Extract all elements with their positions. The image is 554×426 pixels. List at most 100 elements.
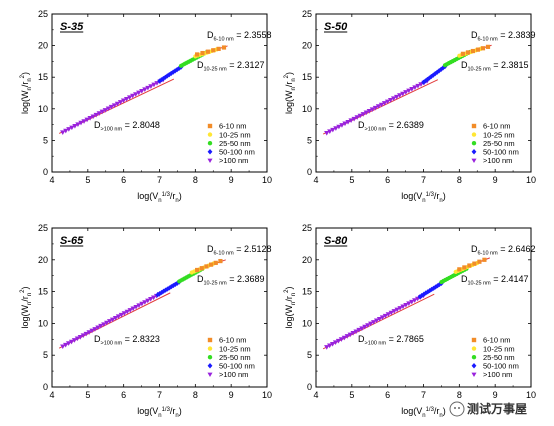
legend-marker <box>471 132 477 137</box>
annotation-subscript: >100 nm <box>365 341 387 347</box>
data-point <box>351 116 357 122</box>
data-point <box>470 48 476 54</box>
panel-label: S-65 <box>60 235 84 247</box>
data-point <box>378 102 385 108</box>
legend-label: 50-100 nm <box>483 148 519 157</box>
x-axis-label: log(Vn1/3/rn) <box>401 191 446 204</box>
data-point <box>209 262 214 267</box>
y-axis-label: log(Wn/rn2) <box>284 72 297 114</box>
fractal-dimension-label: D10-25 nm = 2.3127 <box>197 60 265 73</box>
legend-label: 6-10 nm <box>483 122 511 131</box>
y-axis-label-part: log(W <box>20 305 30 329</box>
x-axis-label-part: 1/3 <box>162 407 171 413</box>
data-point <box>409 87 415 92</box>
data-point <box>80 333 86 338</box>
data-point <box>99 109 105 115</box>
legend-marker <box>207 141 213 146</box>
annotation-value: = 2.4147 <box>491 274 529 284</box>
x-axis-label-part: 1/3 <box>426 192 435 198</box>
data-point <box>421 291 427 297</box>
x-tick-label: 9 <box>229 390 234 400</box>
data-point <box>66 127 72 132</box>
x-tick-label: 5 <box>85 175 90 185</box>
data-point <box>335 338 342 344</box>
legend-label: 50-100 nm <box>219 148 255 157</box>
data-point <box>347 332 353 338</box>
data-point <box>211 48 216 53</box>
data-point <box>130 306 136 312</box>
y-axis-label-part: n <box>291 302 297 305</box>
y-axis-label-part: /r <box>20 296 30 302</box>
x-tick-label: 7 <box>421 390 426 400</box>
data-point <box>63 342 69 348</box>
legend-label: 10-25 nm <box>219 130 251 139</box>
annotation-value: = 2.3689 <box>227 274 265 284</box>
annotation-subscript: 10-25 nm <box>468 67 492 73</box>
chart-panel: 4 5 6 7 8 9 100510152025log(Vn1/3/rn)log(Wn/rn… <box>20 223 272 419</box>
data-point <box>375 104 382 109</box>
x-axis-label-part: n <box>158 198 161 204</box>
y-axis-label-part: log(W <box>284 90 294 114</box>
data-point <box>460 51 466 56</box>
data-point <box>148 297 154 302</box>
y-axis-label-group: log(Wn/rn2) <box>20 72 33 114</box>
legend-label: >100 nm <box>483 370 512 379</box>
data-point <box>87 116 93 121</box>
legend-marker <box>207 363 213 369</box>
y-tick-label: 25 <box>38 223 48 233</box>
data-point <box>92 327 98 332</box>
data-point <box>390 96 397 102</box>
fractal-dimension-label: D6-10 nm = 2.5128 <box>207 244 271 257</box>
data-point <box>127 308 133 313</box>
data-point <box>485 44 491 49</box>
legend-marker <box>207 337 213 343</box>
data-point <box>365 323 371 328</box>
annotation-value: = 2.3127 <box>227 60 265 70</box>
data-point <box>324 130 330 136</box>
data-point <box>440 65 446 71</box>
data-point <box>75 122 81 127</box>
annotation-symbol: D <box>207 244 214 254</box>
data-point <box>120 98 127 104</box>
annotation-symbol: D <box>358 120 365 130</box>
x-tick-label: 10 <box>526 175 536 185</box>
data-point <box>124 309 130 315</box>
x-tick-label: 4 <box>313 390 318 400</box>
annotation-symbol: D <box>197 60 204 70</box>
y-axis-label-part: n <box>27 87 33 90</box>
annotation-symbol: D <box>461 60 468 70</box>
y-tick-label: 10 <box>302 318 312 328</box>
y-tick-label: 20 <box>302 41 312 51</box>
x-axis-label-part: /r <box>170 406 176 416</box>
data-point <box>139 301 145 307</box>
data-point <box>339 123 345 128</box>
data-point <box>333 126 339 131</box>
data-point <box>218 258 223 264</box>
wechat-icon <box>449 401 465 417</box>
data-point <box>117 100 124 105</box>
legend-label: 10-25 nm <box>219 344 251 353</box>
panel-label: S-80 <box>324 235 348 247</box>
annotation-symbol: D <box>207 30 214 40</box>
data-point <box>104 320 110 326</box>
y-axis-label-part: ) <box>20 286 30 289</box>
y-tick-label: 15 <box>302 287 312 297</box>
x-axis-label-part: /r <box>434 406 440 416</box>
data-point <box>360 112 366 117</box>
data-point <box>216 46 221 51</box>
data-point <box>388 310 394 316</box>
annotation-symbol: D <box>461 274 468 284</box>
data-point <box>89 328 95 334</box>
data-point <box>151 82 157 88</box>
data-point <box>382 313 389 319</box>
data-point <box>60 130 66 135</box>
data-point <box>406 88 412 94</box>
data-point <box>480 46 486 51</box>
y-tick-label: 0 <box>307 382 312 392</box>
legend-label: 6-10 nm <box>219 122 247 131</box>
y-tick-label: 15 <box>38 72 48 82</box>
data-point <box>77 334 83 340</box>
fractal-dimension-label: D6-10 nm = 2.3558 <box>207 30 271 43</box>
x-axis-label-part: n <box>158 413 161 419</box>
y-axis-label-group: log(Wn/rn2) <box>20 286 33 328</box>
